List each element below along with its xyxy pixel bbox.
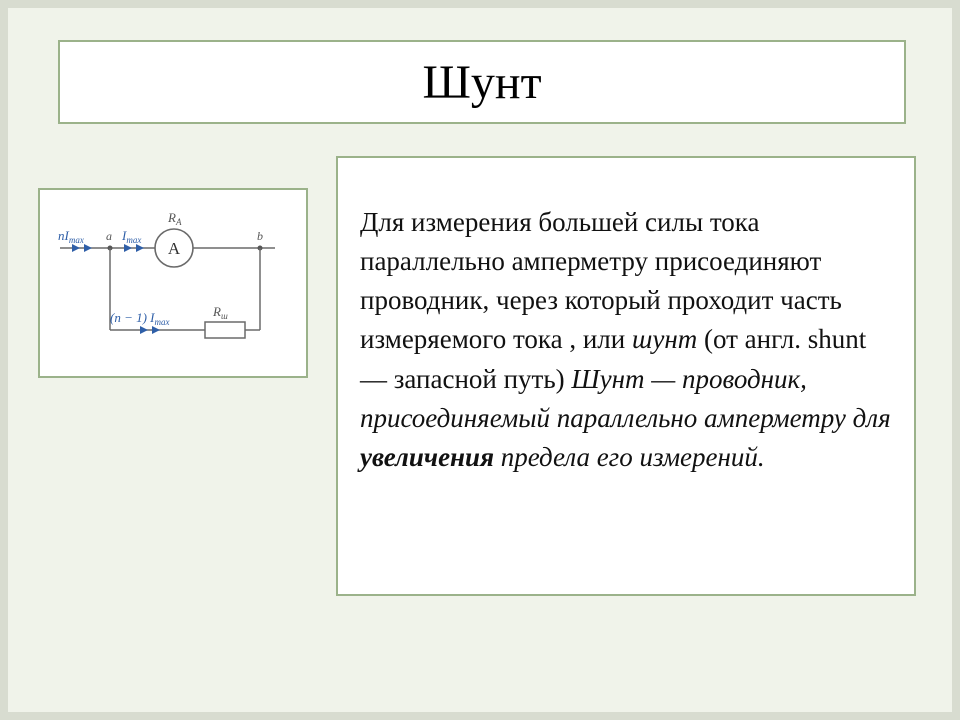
node-b: b: [257, 229, 263, 243]
slide-area: Шунт A: [8, 8, 952, 712]
circuit-svg: A nImax a Imax RA b: [50, 200, 300, 370]
label-Rsh: Rш: [212, 304, 228, 321]
body-box: Для измерения большей силы тока параллел…: [336, 156, 916, 596]
body-seg-2: шунт: [632, 324, 697, 354]
body-seg-6: предела его измерений.: [494, 442, 765, 472]
circuit-diagram: A nImax a Imax RA b: [38, 188, 308, 378]
label-I: Imax: [121, 228, 141, 245]
label-n1I: (n − 1) Imax: [110, 310, 170, 327]
body-paragraph: Для измерения большей силы тока параллел…: [360, 203, 892, 477]
label-nI: nImax: [58, 228, 84, 245]
title-box: Шунт: [58, 40, 906, 124]
node-a: a: [106, 229, 112, 243]
label-RA: RA: [167, 210, 182, 227]
body-seg-5: увеличения: [360, 442, 494, 472]
ammeter-label: A: [168, 239, 181, 258]
title-text: Шунт: [422, 55, 541, 110]
